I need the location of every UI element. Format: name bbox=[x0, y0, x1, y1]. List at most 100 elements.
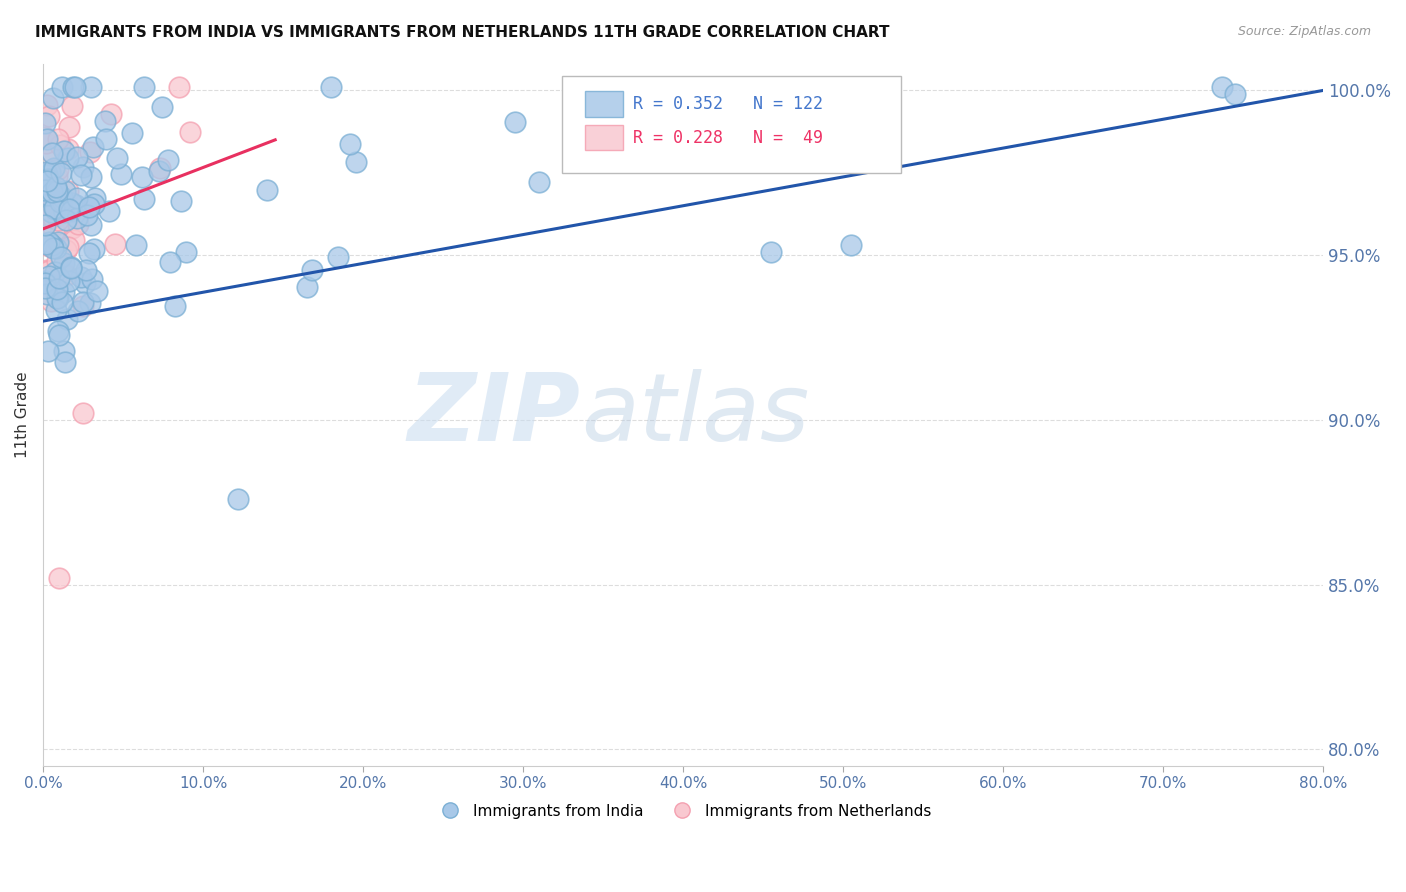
Point bbox=[37, 197, 59, 211]
Bar bbox=[585, 92, 623, 117]
Point bbox=[256, 183, 278, 197]
Point bbox=[157, 153, 180, 168]
Point bbox=[46, 324, 69, 338]
Point bbox=[66, 191, 89, 205]
Point bbox=[174, 245, 197, 260]
Point bbox=[170, 194, 193, 209]
Point bbox=[56, 151, 79, 165]
Point bbox=[59, 204, 82, 219]
Y-axis label: 11th Grade: 11th Grade bbox=[15, 372, 30, 458]
Text: Source: ZipAtlas.com: Source: ZipAtlas.com bbox=[1237, 25, 1371, 38]
Point bbox=[326, 250, 349, 264]
Point bbox=[759, 244, 782, 259]
Point bbox=[35, 168, 58, 182]
Point bbox=[38, 109, 60, 123]
Point bbox=[149, 161, 172, 175]
Point bbox=[34, 177, 56, 191]
Point bbox=[37, 262, 59, 277]
Point bbox=[58, 185, 80, 199]
Point bbox=[37, 172, 59, 186]
Point bbox=[46, 209, 69, 223]
Point bbox=[150, 100, 173, 114]
Point bbox=[45, 180, 67, 194]
Point bbox=[56, 312, 79, 326]
Point bbox=[41, 163, 63, 178]
Point bbox=[53, 185, 76, 199]
Point bbox=[297, 280, 319, 294]
Point bbox=[169, 80, 191, 95]
Point bbox=[46, 161, 69, 176]
Point bbox=[63, 233, 86, 247]
Point bbox=[46, 291, 69, 305]
Point bbox=[35, 98, 58, 112]
Point bbox=[132, 80, 155, 95]
Point bbox=[41, 211, 63, 226]
Text: R = 0.228   N =  49: R = 0.228 N = 49 bbox=[633, 128, 824, 147]
Point bbox=[37, 202, 59, 217]
Point bbox=[38, 268, 60, 283]
Point bbox=[148, 164, 170, 178]
Point bbox=[839, 238, 862, 252]
Point bbox=[94, 114, 117, 128]
Point bbox=[65, 211, 87, 225]
Point bbox=[80, 169, 103, 184]
Point bbox=[39, 210, 62, 224]
Text: ZIP: ZIP bbox=[408, 369, 581, 461]
Point bbox=[45, 283, 67, 297]
Point bbox=[105, 151, 128, 165]
Point bbox=[41, 145, 63, 160]
Point bbox=[62, 80, 84, 95]
Point bbox=[41, 145, 63, 160]
FancyBboxPatch shape bbox=[561, 76, 901, 173]
Point bbox=[79, 145, 101, 159]
Point bbox=[35, 167, 58, 181]
Point bbox=[49, 250, 72, 264]
Point bbox=[125, 237, 148, 252]
Point bbox=[83, 242, 105, 256]
Point bbox=[53, 205, 76, 219]
Point bbox=[51, 190, 73, 204]
Point bbox=[38, 194, 60, 209]
Point bbox=[65, 197, 87, 211]
Point bbox=[35, 136, 58, 150]
Point bbox=[1223, 87, 1246, 101]
Point bbox=[49, 166, 72, 180]
Point bbox=[34, 116, 56, 130]
Point bbox=[44, 202, 66, 216]
Point bbox=[46, 184, 69, 198]
Point bbox=[72, 294, 94, 309]
Point bbox=[35, 174, 58, 188]
Point bbox=[44, 224, 66, 238]
Point bbox=[58, 274, 80, 288]
Point bbox=[165, 299, 187, 313]
Point bbox=[39, 204, 62, 219]
Point bbox=[55, 268, 77, 282]
Point bbox=[56, 142, 79, 156]
Point bbox=[104, 236, 127, 251]
Point bbox=[38, 264, 60, 278]
Text: atlas: atlas bbox=[581, 369, 808, 460]
Point bbox=[66, 150, 89, 164]
Point bbox=[44, 265, 66, 279]
Point bbox=[35, 165, 58, 179]
Point bbox=[75, 262, 97, 277]
Point bbox=[51, 194, 73, 209]
Point bbox=[46, 291, 69, 305]
Point bbox=[301, 263, 323, 277]
Point bbox=[38, 165, 60, 179]
Point bbox=[38, 239, 60, 253]
Point bbox=[46, 132, 69, 146]
Point bbox=[83, 191, 105, 205]
Point bbox=[66, 217, 89, 231]
Point bbox=[34, 281, 56, 295]
Point bbox=[52, 256, 75, 270]
Point bbox=[34, 129, 56, 144]
Point bbox=[48, 206, 70, 220]
Point bbox=[55, 212, 77, 227]
Point bbox=[159, 255, 181, 269]
Point bbox=[46, 235, 69, 250]
Point bbox=[55, 244, 77, 258]
Point bbox=[132, 192, 155, 206]
Point bbox=[49, 137, 72, 152]
Point bbox=[39, 293, 62, 308]
